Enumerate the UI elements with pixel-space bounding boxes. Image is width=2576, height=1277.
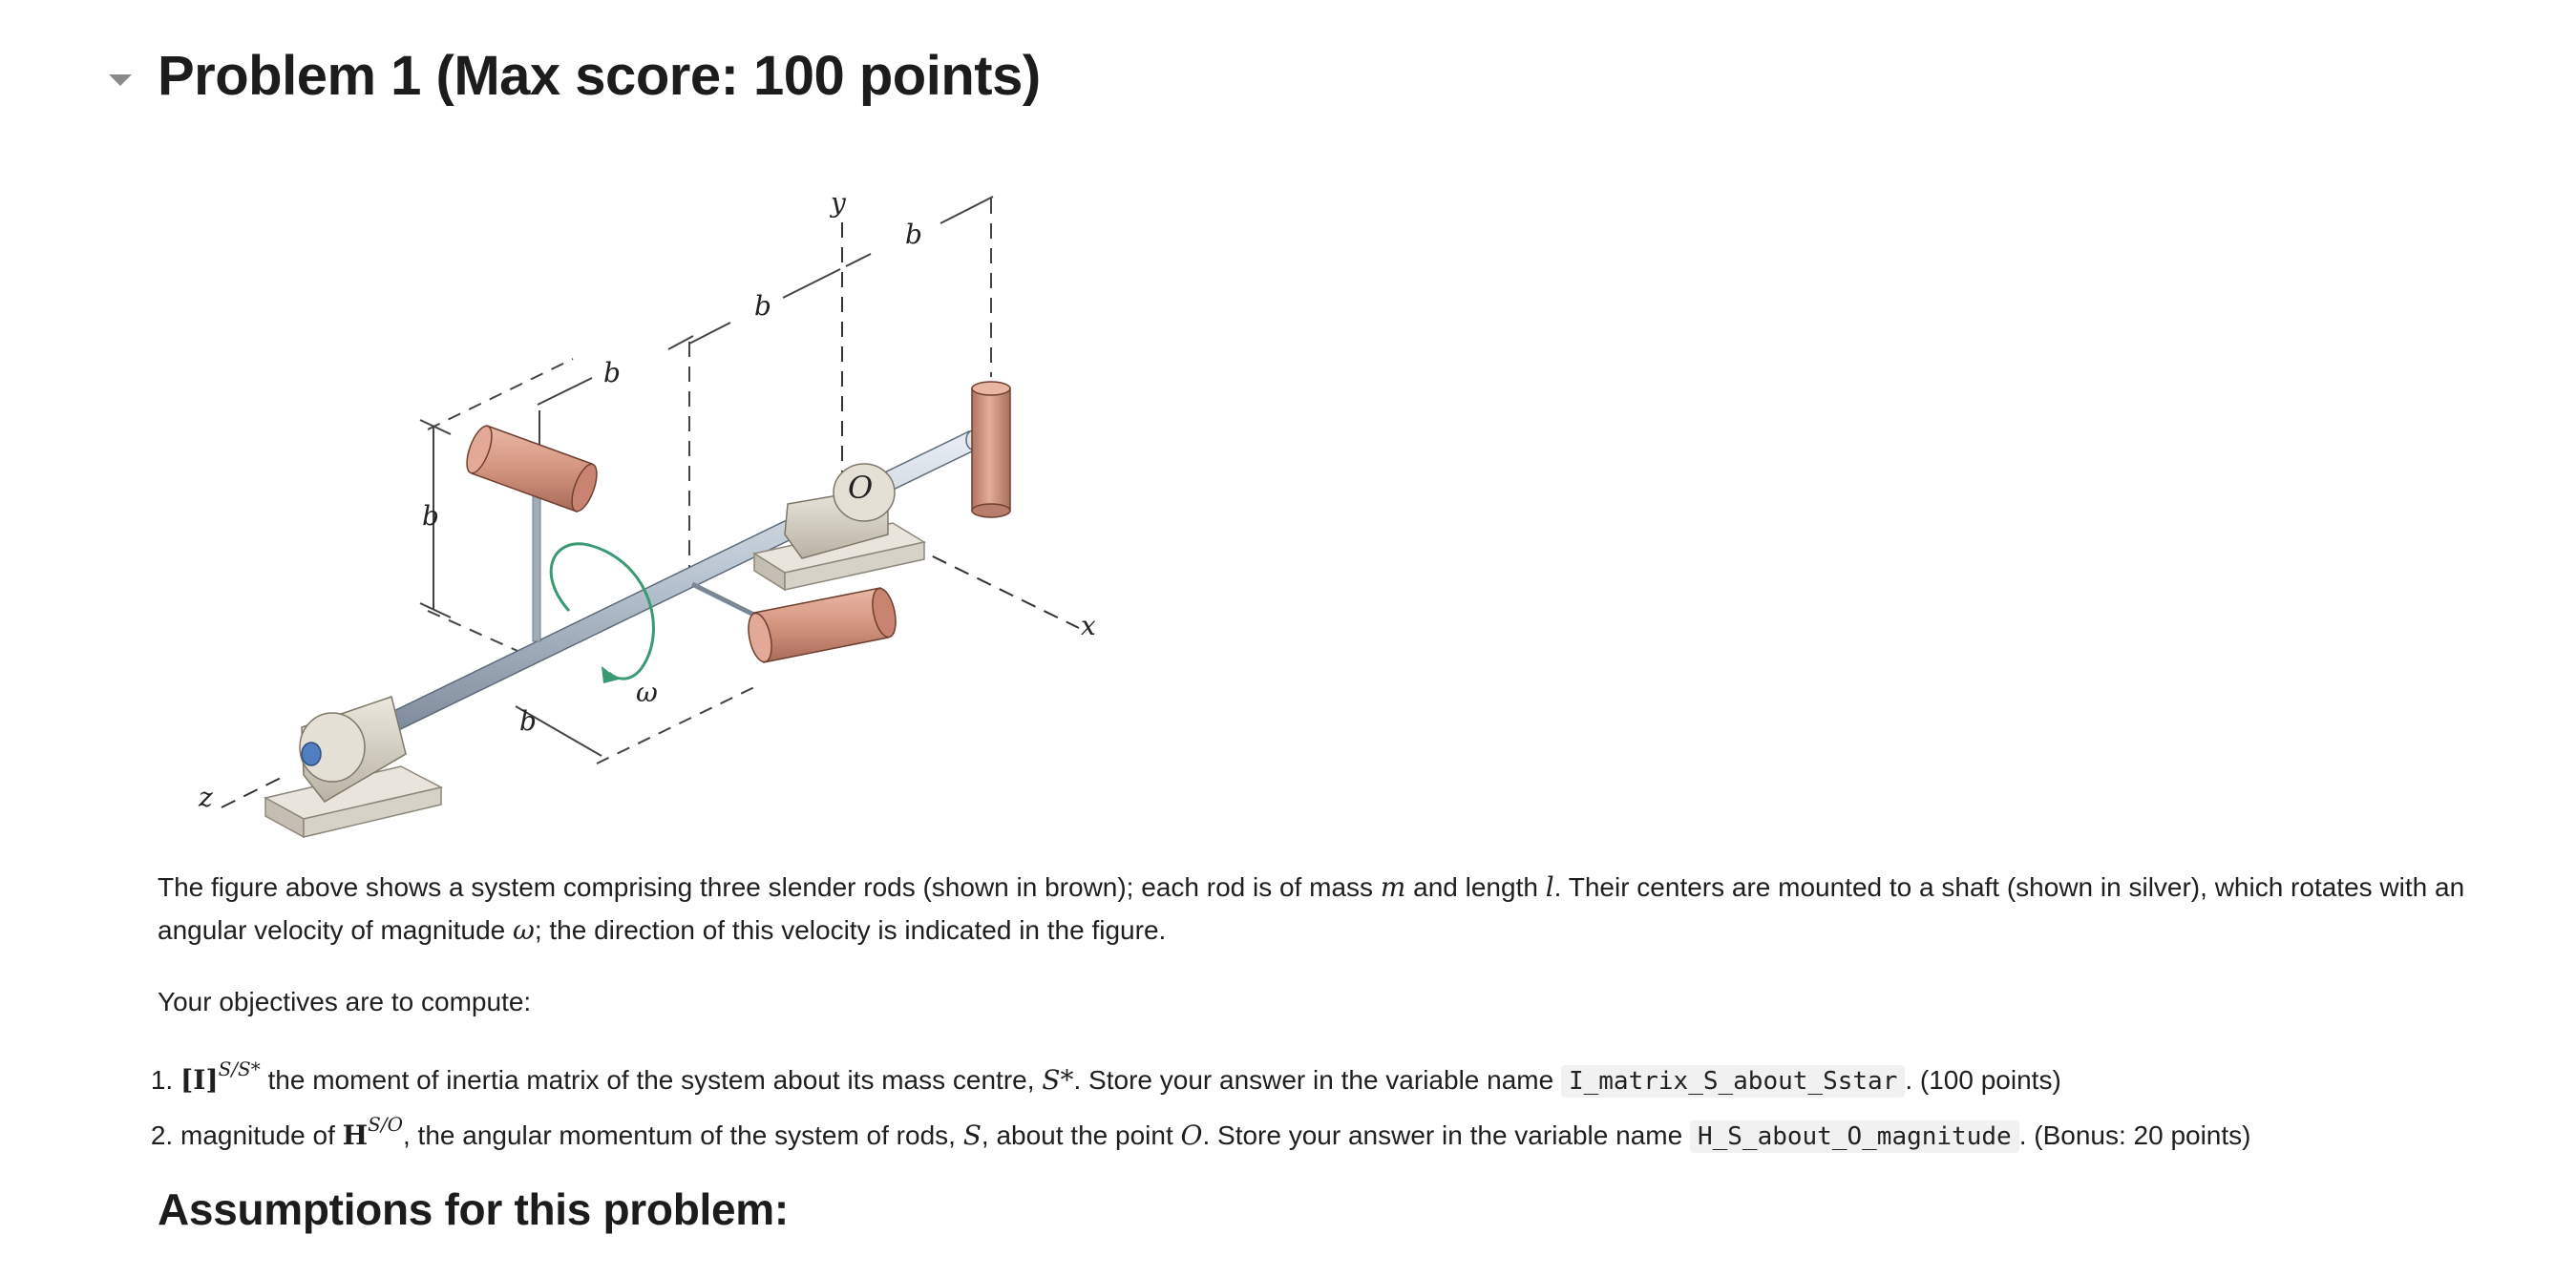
bearing-O — [752, 463, 926, 592]
mass-symbol: m — [1380, 871, 1406, 903]
objective-1-text-a: the moment of inertia matrix of the syst… — [260, 1065, 1043, 1095]
rod-support-upper — [532, 488, 541, 642]
bearing-left — [263, 696, 444, 839]
dim-label-b-bottom: b — [519, 705, 537, 737]
point-O-symbol: O — [1180, 1120, 1203, 1151]
omega-symbol: ω — [513, 914, 535, 946]
rod-lower-right — [748, 587, 897, 663]
problem-title: Problem 1 (Max score: 100 points) — [158, 45, 1041, 107]
collapse-toggle-icon[interactable] — [107, 71, 134, 90]
objective-1-text-b: . Store your answer in the variable name — [1073, 1065, 1561, 1095]
point-label-O: O — [848, 470, 873, 506]
dim-label-b-top-mid: b — [754, 290, 771, 322]
angular-momentum-symbol: H — [342, 1120, 369, 1151]
intro-text-1: The figure above shows a system comprisi… — [158, 872, 1381, 902]
dim-label-b-top-right: b — [905, 219, 922, 250]
length-symbol: l — [1545, 871, 1554, 903]
variable-name-inertia: I_matrix_S_about_Sstar — [1560, 1065, 1906, 1098]
variable-name-momentum: H_S_about_O_magnitude — [1689, 1120, 2019, 1153]
rod-upper-left — [466, 425, 598, 513]
objective-1-text-c: . (100 points) — [1905, 1065, 2061, 1095]
objective-item-2: magnitude of HS/O, the angular momentum … — [180, 1103, 2548, 1159]
problem-description: The figure above shows a system comprisi… — [158, 866, 2487, 952]
objectives-heading: Your objectives are to compute: — [158, 987, 532, 1016]
objective-2-text-c: . Store your answer in the variable name — [1202, 1120, 1690, 1150]
assumptions-heading: Assumptions for this problem: — [158, 1184, 789, 1234]
dim-label-b-vertical: b — [422, 500, 439, 532]
rotation-arrow-icon — [549, 542, 655, 683]
inertia-superscript: S/S* — [218, 1057, 261, 1080]
objectives-list: [I]S/S* the moment of inertia matrix of … — [158, 1048, 2548, 1159]
objective-2-text-b: , about the point — [981, 1120, 1181, 1150]
axis-label-y: y — [829, 187, 847, 219]
objective-2-text-a: , the angular momentum of the system of … — [402, 1120, 963, 1150]
dim-label-b-top-left: b — [603, 357, 621, 388]
omega-label: ω — [636, 677, 658, 708]
intro-text-2: and length — [1405, 872, 1546, 902]
intro-text-3: . Their centers are mounted to a shaft (… — [158, 872, 2465, 945]
rod-vertical-right — [971, 381, 1011, 518]
momentum-superscript: S/O — [368, 1113, 403, 1136]
axis-label-x: x — [1081, 610, 1096, 641]
objective-2-text-d: . (Bonus: 20 points) — [2018, 1120, 2251, 1150]
problem-figure: y x z O ω b b b b b — [198, 187, 1096, 839]
inertia-matrix-symbol: [I] — [180, 1064, 219, 1096]
system-symbol: S — [962, 1120, 982, 1151]
objective-2-text-pre: magnitude of — [180, 1120, 343, 1150]
objective-item-1: [I]S/S* the moment of inertia matrix of … — [180, 1048, 2548, 1103]
mass-centre-symbol: S* — [1042, 1064, 1074, 1096]
z-axis — [221, 774, 287, 808]
axis-label-z: z — [198, 782, 213, 813]
intro-text-4: ; the direction of this velocity is indi… — [534, 915, 1167, 945]
